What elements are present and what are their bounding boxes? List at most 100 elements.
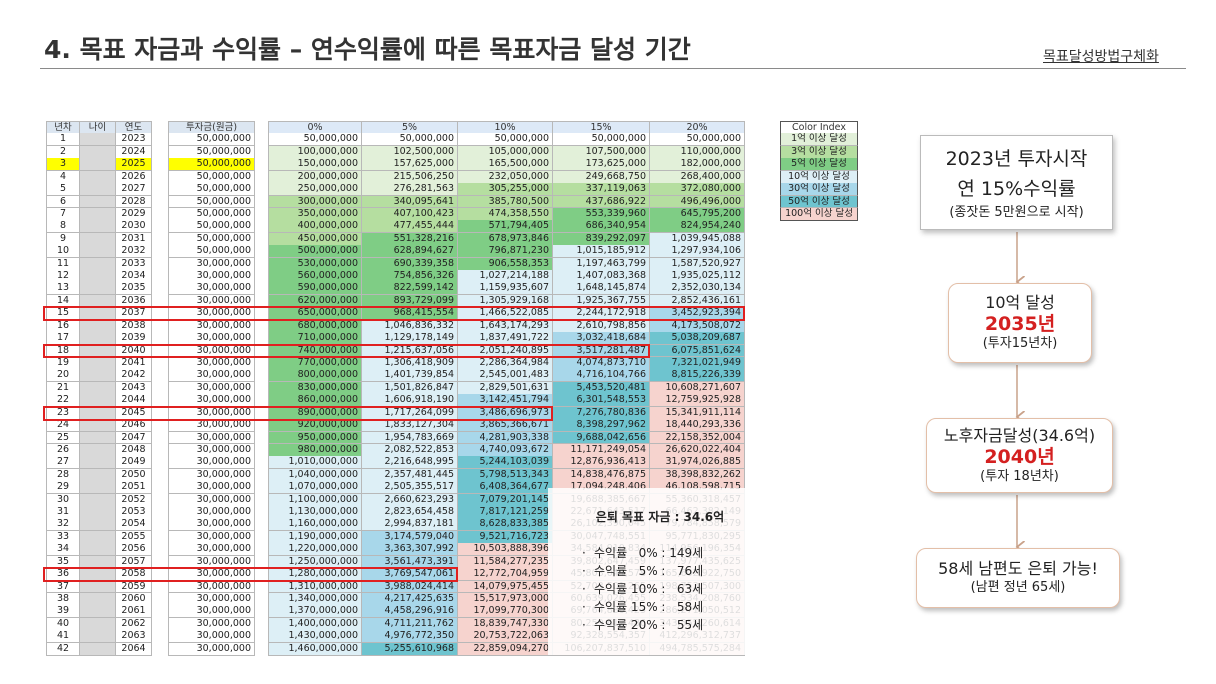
- flow-highlight: 2035년: [984, 313, 1056, 335]
- year: 2043: [116, 381, 152, 395]
- year: 2035: [116, 282, 152, 296]
- balance: 553,339,960: [553, 207, 650, 221]
- flow-box: 10억 달성 2035년 (투자15년차): [948, 283, 1092, 363]
- row-number: 9: [46, 232, 80, 246]
- year: 2046: [116, 419, 152, 432]
- balance: 110,000,000: [650, 145, 745, 159]
- bullet: ·: [582, 546, 586, 560]
- age-cell: [80, 369, 116, 383]
- principal: 50,000,000: [168, 158, 255, 172]
- balance: 1,460,000,000: [268, 642, 362, 656]
- year: 2027: [116, 183, 152, 196]
- age-cell: [80, 133, 116, 147]
- balance: 1,297,934,106: [650, 245, 745, 259]
- flow-note: (투자15년차): [982, 336, 1058, 351]
- balance: 350,000,000: [268, 207, 362, 221]
- year: 2028: [116, 195, 152, 209]
- summary-overlay: 은퇴 목표 자금 : 34.6억 · 수익률 0% : 149세 · 수익률 5% :…: [548, 488, 772, 655]
- balance: 2,505,355,517: [362, 481, 458, 495]
- row-number: 24: [46, 419, 80, 432]
- balance: 2,352,030,134: [650, 282, 745, 296]
- age-cell: [80, 481, 116, 495]
- balance: 800,000,000: [268, 369, 362, 383]
- age-cell: [80, 617, 116, 631]
- principal: 30,000,000: [168, 605, 255, 619]
- principal: 30,000,000: [168, 356, 255, 370]
- flow-note: (투자 18년차): [980, 468, 1059, 484]
- balance: 2,994,837,181: [362, 518, 458, 532]
- flow-note: (종잣돈 5만원으로 시작): [949, 204, 1084, 220]
- balance: 5,255,610,968: [362, 642, 458, 656]
- balance: 628,894,627: [362, 245, 458, 259]
- balance: 920,000,000: [268, 419, 362, 432]
- age-cell: [80, 506, 116, 519]
- row-highlight: [43, 306, 745, 322]
- row-number: 42: [46, 642, 80, 656]
- balance: 200,000,000: [268, 170, 362, 184]
- balance: 215,506,250: [362, 170, 458, 184]
- summary-text: 수익률 0% : 149세: [594, 546, 704, 560]
- year: 2048: [116, 443, 152, 457]
- row-highlight: [43, 343, 650, 359]
- principal: 30,000,000: [168, 493, 255, 507]
- balance: 500,000,000: [268, 245, 362, 259]
- balance: 3,363,307,992: [362, 543, 458, 557]
- balance: 1,100,000,000: [268, 493, 362, 507]
- age-cell: [80, 270, 116, 283]
- balance: 18,440,293,336: [650, 419, 745, 432]
- year: 2060: [116, 592, 152, 606]
- balance: 157,625,000: [362, 158, 458, 172]
- balance: 5,453,520,481: [553, 381, 650, 395]
- balance: 1,197,463,799: [553, 257, 650, 271]
- balance: 1,306,418,909: [362, 356, 458, 370]
- age-cell: [80, 605, 116, 619]
- balance: 678,973,846: [458, 232, 553, 246]
- flow-line: 58세 남편도 은퇴 가능!: [938, 559, 1098, 578]
- balance: 1,501,826,847: [362, 381, 458, 395]
- balance: 450,000,000: [268, 232, 362, 246]
- row-number: 20: [46, 369, 80, 383]
- balance: 268,400,000: [650, 170, 745, 184]
- balance: 2,357,481,445: [362, 468, 458, 482]
- age-cell: [80, 381, 116, 395]
- balance: 150,000,000: [268, 158, 362, 172]
- balance: 173,625,000: [553, 158, 650, 172]
- flow-highlight: 2040년: [984, 445, 1055, 468]
- row-number: 29: [46, 481, 80, 495]
- balance: 7,276,780,836: [553, 406, 650, 420]
- row-number: 6: [46, 195, 80, 209]
- balance: 12,876,936,413: [553, 456, 650, 470]
- balance: 50,000,000: [362, 133, 458, 147]
- principal: 30,000,000: [168, 270, 255, 283]
- balance: 4,740,093,672: [458, 443, 553, 457]
- balance: 7,321,021,949: [650, 356, 745, 370]
- balance: 1,040,000,000: [268, 468, 362, 482]
- summary-text: 수익률 15% : 58세: [594, 600, 704, 614]
- flow-line: 2023년 투자시작: [945, 147, 1088, 170]
- principal: 50,000,000: [168, 245, 255, 259]
- row-number: 27: [46, 456, 80, 470]
- age-cell: [80, 145, 116, 159]
- balance: 6,408,364,677: [458, 481, 553, 495]
- row-number: 31: [46, 506, 80, 519]
- balance: 3,988,024,414: [362, 580, 458, 594]
- legend-item: 50억 이상 달성: [780, 195, 858, 209]
- section-link[interactable]: 목표달성방법구체화: [1043, 49, 1159, 65]
- year: 2031: [116, 232, 152, 246]
- balance: 980,000,000: [268, 443, 362, 457]
- page-title: 4. 목표 자금과 수익률 – 연수익률에 따른 목표자금 달성 기간: [44, 35, 691, 64]
- principal: 30,000,000: [168, 468, 255, 482]
- balance: 1,370,000,000: [268, 605, 362, 619]
- principal: 50,000,000: [168, 170, 255, 184]
- balance: 31,974,026,885: [650, 456, 745, 470]
- row-number: 7: [46, 207, 80, 221]
- balance: 1,833,127,304: [362, 419, 458, 432]
- balance: 105,000,000: [458, 145, 553, 159]
- header-rule: [40, 68, 1186, 69]
- age-cell: [80, 419, 116, 432]
- balance: 2,545,001,483: [458, 369, 553, 383]
- balance: 830,000,000: [268, 381, 362, 395]
- balance: 1,010,000,000: [268, 456, 362, 470]
- balance: 10,608,271,607: [650, 381, 745, 395]
